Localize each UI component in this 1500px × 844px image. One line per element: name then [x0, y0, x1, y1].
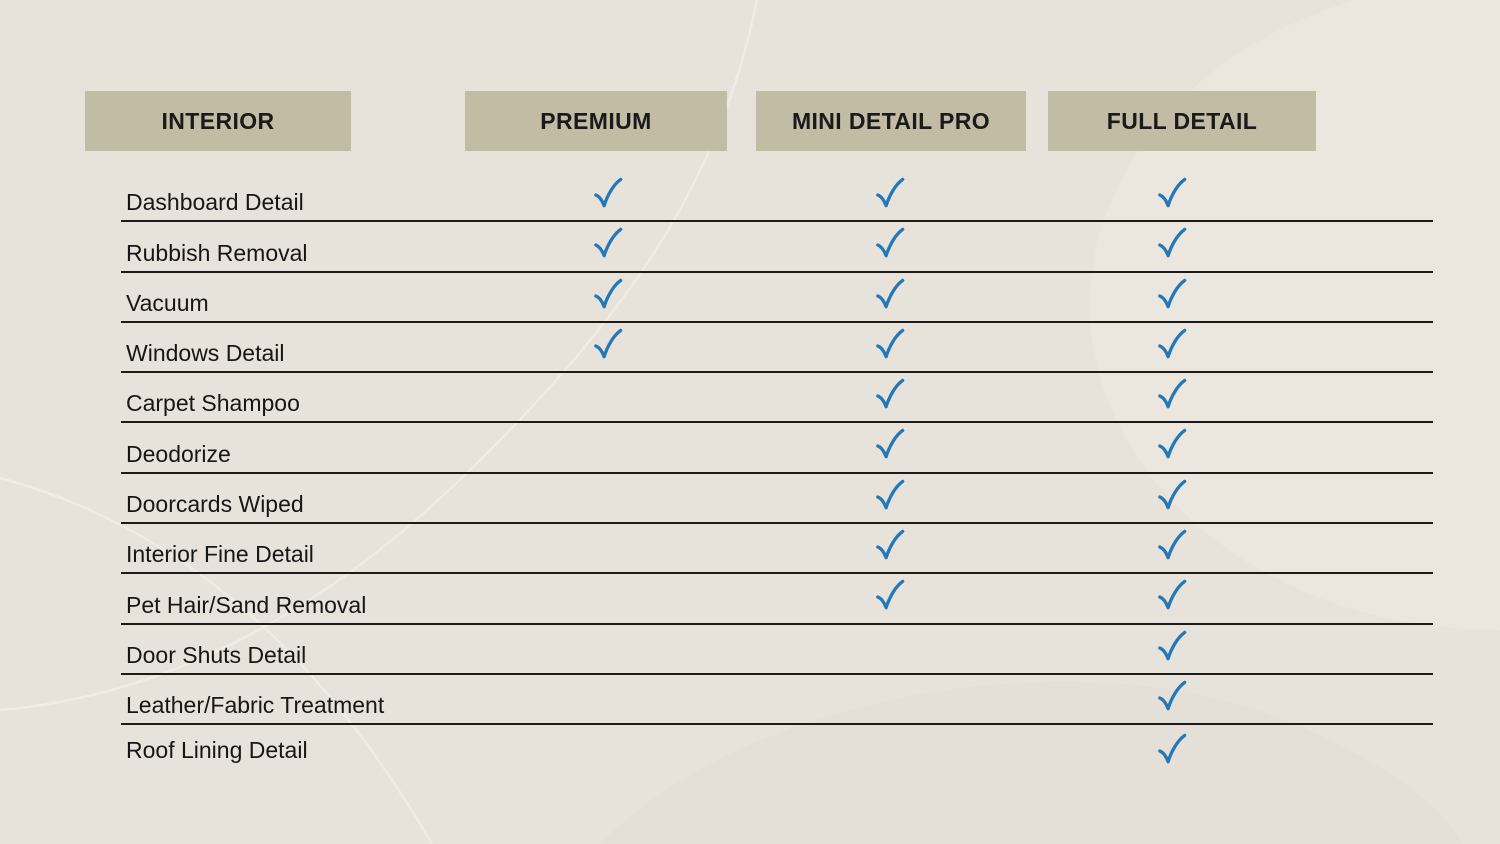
check-icon: [1156, 428, 1188, 465]
check-icon: [592, 328, 624, 365]
check-icon: [1156, 278, 1188, 315]
check-icon: [874, 328, 906, 365]
check-icon: [1156, 479, 1188, 516]
table-row: Deodorize: [121, 423, 1433, 474]
check-icon: [874, 529, 906, 566]
check-icon: [1156, 378, 1188, 415]
feature-label: Deodorize: [126, 440, 231, 467]
feature-label: Pet Hair/Sand Removal: [126, 591, 367, 618]
comparison-table-body: Dashboard Detail Rubbish Removal Vacuum Win…: [121, 172, 1433, 776]
table-row: Door Shuts Detail: [121, 625, 1433, 675]
check-icon: [874, 428, 906, 465]
check-icon: [592, 177, 624, 214]
feature-label: Doorcards Wiped: [126, 491, 304, 518]
check-icon: [592, 227, 624, 264]
table-row: Interior Fine Detail: [121, 524, 1433, 575]
feature-label: Vacuum: [126, 289, 209, 316]
column-header-premium: PREMIUM: [465, 91, 727, 151]
check-icon: [874, 177, 906, 214]
feature-label: Carpet Shampoo: [126, 390, 300, 417]
check-icon: [874, 227, 906, 264]
check-icon: [1156, 177, 1188, 214]
check-icon: [874, 479, 906, 516]
feature-label: Interior Fine Detail: [126, 541, 314, 568]
table-row: Rubbish Removal: [121, 222, 1433, 273]
feature-label: Dashboard Detail: [126, 189, 304, 216]
table-row: Windows Detail: [121, 323, 1433, 374]
feature-label: Rubbish Removal: [126, 239, 308, 266]
column-header-mini-detail-pro: MINI DETAIL PRO: [756, 91, 1026, 151]
table-row: Doorcards Wiped: [121, 474, 1433, 525]
table-row: Leather/Fabric Treatment: [121, 675, 1433, 726]
table-row: Pet Hair/Sand Removal: [121, 574, 1433, 625]
table-row: Vacuum: [121, 273, 1433, 323]
check-icon: [1156, 579, 1188, 616]
check-icon: [1156, 630, 1188, 667]
check-icon: [1156, 680, 1188, 717]
check-icon: [592, 278, 624, 315]
check-icon: [874, 378, 906, 415]
feature-label: Roof Lining Detail: [126, 736, 308, 763]
feature-label: Windows Detail: [126, 340, 285, 367]
check-icon: [874, 278, 906, 315]
check-icon: [1156, 733, 1188, 770]
check-icon: [874, 579, 906, 616]
table-row: Carpet Shampoo: [121, 373, 1433, 424]
check-icon: [1156, 227, 1188, 264]
feature-label: Door Shuts Detail: [126, 641, 307, 668]
check-icon: [1156, 328, 1188, 365]
feature-label: Leather/Fabric Treatment: [126, 692, 385, 719]
column-header-interior: INTERIOR: [85, 91, 351, 151]
table-row: Roof Lining Detail: [121, 725, 1433, 775]
check-icon: [1156, 529, 1188, 566]
table-row: Dashboard Detail: [121, 172, 1433, 223]
column-header-full-detail: FULL DETAIL: [1048, 91, 1316, 151]
